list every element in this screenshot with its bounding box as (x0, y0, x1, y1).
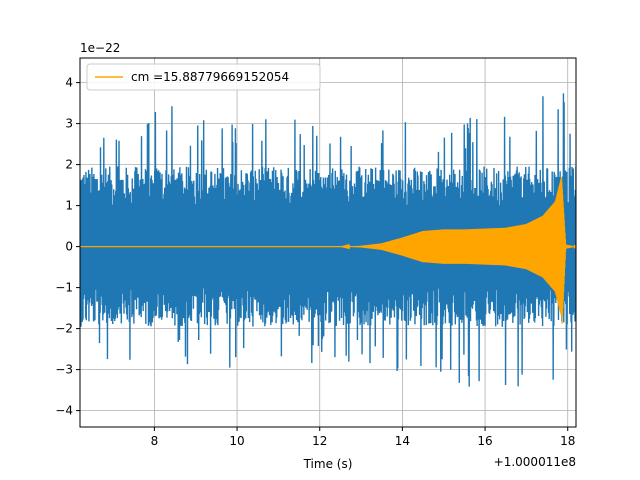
series-layer (80, 93, 576, 387)
y-tick-label: 0 (65, 240, 73, 254)
legend: cm =15.88779669152054 (86, 63, 321, 91)
x-tick-label: 16 (477, 434, 492, 448)
x-tick-label: 8 (151, 434, 159, 448)
y-tick-label: −2 (55, 322, 73, 336)
y-tick-label: −1 (55, 281, 73, 295)
strain-series-line (80, 93, 576, 387)
x-offset-label: +1.000011e8 (494, 455, 576, 469)
y-scale-label: 1e−22 (80, 41, 120, 55)
y-tick-label: 2 (65, 158, 73, 172)
x-tick-label: 14 (395, 434, 410, 448)
x-axis-label: Time (s) (303, 457, 353, 471)
x-tick-label: 10 (229, 434, 244, 448)
y-tick-label: 3 (65, 117, 73, 131)
y-tick-label: −4 (55, 404, 73, 418)
legend-label-template: cm =15.88779669152054 (131, 70, 289, 84)
x-axis: 8 10 12 14 16 18 (151, 427, 575, 448)
y-axis: −4 −3 −2 −1 0 1 2 3 4 (55, 76, 80, 418)
legend-box (86, 63, 321, 91)
x-tick-label: 12 (312, 434, 327, 448)
plot-frame (79, 57, 577, 428)
y-tick-label: 1 (65, 199, 73, 213)
template-series-line (80, 177, 576, 324)
y-tick-label: 4 (65, 76, 73, 90)
x-tick-label: 18 (560, 434, 575, 448)
y-tick-label: −3 (55, 363, 73, 377)
